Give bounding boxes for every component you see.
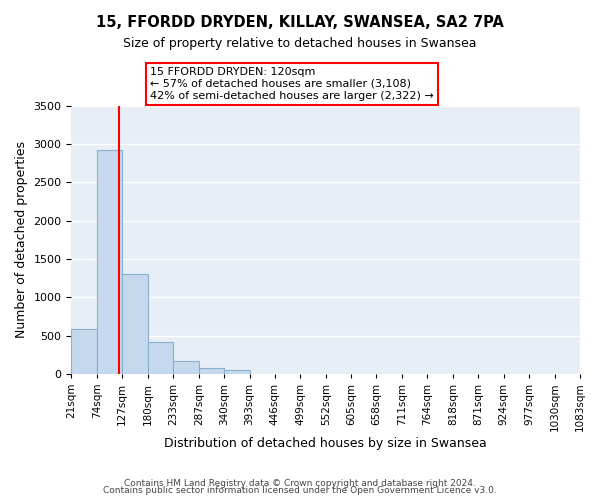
Bar	[122, 274, 148, 374]
Text: Contains HM Land Registry data © Crown copyright and database right 2024.: Contains HM Land Registry data © Crown c…	[124, 478, 476, 488]
Bar	[148, 342, 173, 374]
Y-axis label: Number of detached properties: Number of detached properties	[15, 142, 28, 338]
Text: 15 FFORDD DRYDEN: 120sqm
← 57% of detached houses are smaller (3,108)
42% of sem: 15 FFORDD DRYDEN: 120sqm ← 57% of detach…	[150, 68, 434, 100]
Bar	[173, 361, 199, 374]
X-axis label: Distribution of detached houses by size in Swansea: Distribution of detached houses by size …	[164, 437, 487, 450]
Text: 15, FFORDD DRYDEN, KILLAY, SWANSEA, SA2 7PA: 15, FFORDD DRYDEN, KILLAY, SWANSEA, SA2 …	[96, 15, 504, 30]
Bar	[97, 150, 122, 374]
Text: Contains public sector information licensed under the Open Government Licence v3: Contains public sector information licen…	[103, 486, 497, 495]
Bar	[224, 370, 250, 374]
Text: Size of property relative to detached houses in Swansea: Size of property relative to detached ho…	[123, 38, 477, 51]
Bar	[71, 330, 97, 374]
Bar	[199, 368, 224, 374]
